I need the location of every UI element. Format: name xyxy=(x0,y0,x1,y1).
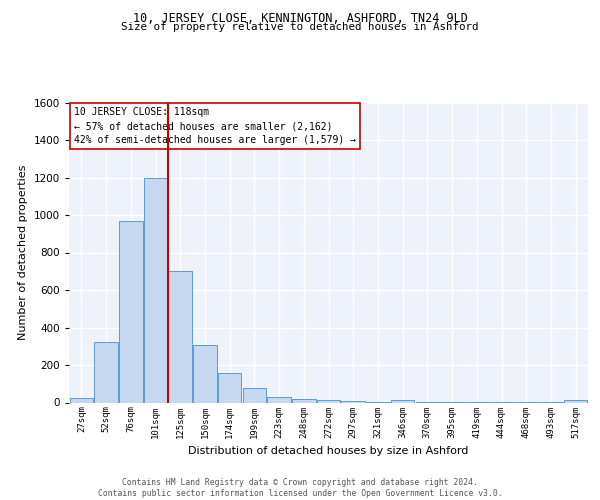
Bar xyxy=(94,342,118,402)
Bar xyxy=(242,388,266,402)
X-axis label: Distribution of detached houses by size in Ashford: Distribution of detached houses by size … xyxy=(188,446,469,456)
Bar xyxy=(341,400,365,402)
Bar xyxy=(70,398,93,402)
Bar xyxy=(193,346,217,403)
Text: Contains HM Land Registry data © Crown copyright and database right 2024.
Contai: Contains HM Land Registry data © Crown c… xyxy=(98,478,502,498)
Bar xyxy=(564,400,587,402)
Bar xyxy=(268,397,291,402)
Bar xyxy=(169,271,192,402)
Text: Size of property relative to detached houses in Ashford: Size of property relative to detached ho… xyxy=(121,22,479,32)
Bar xyxy=(218,374,241,402)
Bar xyxy=(144,178,167,402)
Bar xyxy=(391,400,415,402)
Bar xyxy=(292,399,316,402)
Y-axis label: Number of detached properties: Number of detached properties xyxy=(18,165,28,340)
Text: 10 JERSEY CLOSE: 118sqm
← 57% of detached houses are smaller (2,162)
42% of semi: 10 JERSEY CLOSE: 118sqm ← 57% of detache… xyxy=(74,107,356,145)
Bar xyxy=(317,400,340,402)
Bar xyxy=(119,220,143,402)
Text: 10, JERSEY CLOSE, KENNINGTON, ASHFORD, TN24 9LD: 10, JERSEY CLOSE, KENNINGTON, ASHFORD, T… xyxy=(133,12,467,26)
